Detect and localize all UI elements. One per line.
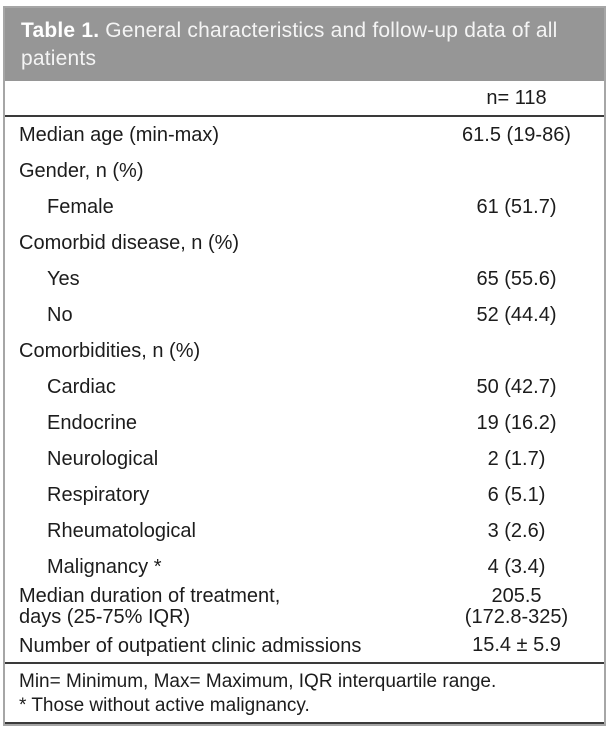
table-row: No 52 (44.4) [5, 297, 604, 333]
table-row: Cardiac 50 (42.7) [5, 369, 604, 405]
table-row: Neurological 2 (1.7) [5, 441, 604, 477]
row-value: 4 (3.4) [487, 555, 546, 578]
row-label: Yes [47, 268, 80, 290]
table-column-header-row: n= 118 [5, 81, 604, 117]
row-label: Median age (min-max) [19, 124, 220, 146]
table-title-text: General characteristics and follow-up da… [21, 19, 558, 70]
row-label: Endocrine [47, 412, 138, 434]
row-label: Female [47, 196, 114, 218]
row-value: 2 (1.7) [487, 447, 546, 470]
row-label: Median duration of treatment, days (25-75… [19, 585, 281, 628]
row-value: 52 (44.4) [476, 303, 557, 326]
table-row: Number of outpatient clinic admissions 1… [5, 629, 604, 664]
row-label: Gender, n (%) [19, 160, 144, 182]
row-value: 50 (42.7) [476, 375, 557, 398]
table-frame: Table 1. General characteristics and fol… [3, 6, 606, 726]
row-value: 6 (5.1) [487, 483, 546, 506]
table-row: Malignancy * 4 (3.4) [5, 549, 604, 585]
table-row: Median duration of treatment, days (25-75… [5, 585, 604, 629]
table-row: Comorbidities, n (%) [5, 333, 604, 369]
table-footnotes: Min= Minimum, Max= Maximum, IQR interqua… [5, 664, 604, 724]
table-title-prefix: Table 1. [21, 19, 100, 42]
footnote-line: * Those without active malignancy. [19, 695, 310, 716]
table-row: Yes 65 (55.6) [5, 261, 604, 297]
row-label: Comorbidities, n (%) [19, 340, 201, 362]
row-value: 61.5 (19-86) [462, 123, 571, 146]
row-label: Rheumatological [47, 520, 196, 542]
column-header-n: n= 118 [486, 86, 547, 109]
row-value: 61 (51.7) [476, 195, 557, 218]
table-row: Median age (min-max) 61.5 (19-86) [5, 117, 604, 153]
row-label: No [47, 304, 73, 326]
table-row: Comorbid disease, n (%) [5, 225, 604, 261]
table-row: Gender, n (%) [5, 153, 604, 189]
row-value: 205.5 (172.8-325) [464, 585, 569, 628]
row-label: Comorbid disease, n (%) [19, 232, 240, 254]
row-value: 19 (16.2) [476, 411, 557, 434]
row-label: Neurological [47, 448, 159, 470]
table-row: Respiratory 6 (5.1) [5, 477, 604, 513]
table-row: Endocrine 19 (16.2) [5, 405, 604, 441]
table-body: Median age (min-max) 61.5 (19-86) Gender… [5, 117, 604, 664]
table-row: Rheumatological 3 (2.6) [5, 513, 604, 549]
row-label: Respiratory [47, 484, 150, 506]
footnote-line: Min= Minimum, Max= Maximum, IQR interqua… [19, 671, 497, 692]
table-row: Female 61 (51.7) [5, 189, 604, 225]
row-label: Number of outpatient clinic admissions [19, 634, 362, 657]
row-value: 15.4 ± 5.9 [472, 634, 561, 656]
row-label: Malignancy * [47, 556, 162, 578]
row-value: 3 (2.6) [487, 519, 546, 542]
row-label: Cardiac [47, 376, 116, 398]
table-title: Table 1. General characteristics and fol… [5, 8, 604, 81]
row-value: 65 (55.6) [476, 267, 557, 290]
